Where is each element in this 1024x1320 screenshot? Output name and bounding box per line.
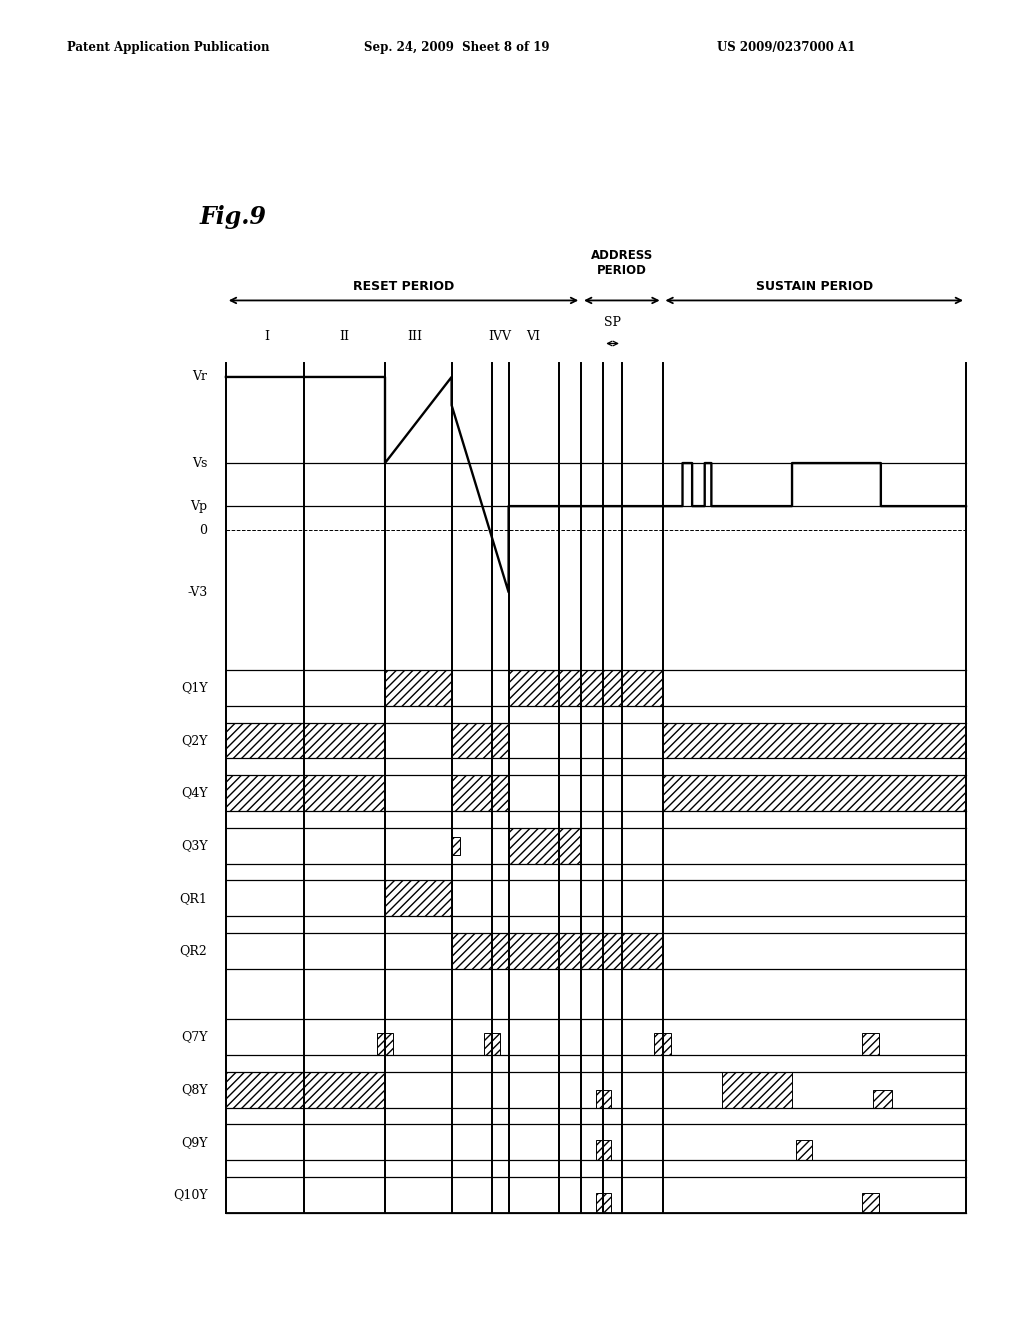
Text: Q7Y: Q7Y [181,1031,208,1044]
Bar [226,1072,385,1107]
Text: SP: SP [604,315,622,329]
Text: II: II [339,330,349,343]
Bar [226,775,385,810]
Text: I: I [264,330,269,343]
Bar [722,1072,792,1107]
Bar [796,1140,812,1160]
Bar [862,1034,879,1055]
Bar [663,775,966,810]
Bar [596,1089,610,1107]
Text: -V3: -V3 [187,586,208,599]
Bar [596,1193,610,1213]
Bar [862,1193,879,1213]
Bar [452,775,509,810]
Text: Q4Y: Q4Y [181,787,208,800]
Bar [226,722,385,759]
Text: Q10Y: Q10Y [173,1188,208,1201]
Text: VI: VI [526,330,540,343]
Text: QR1: QR1 [179,892,208,904]
Text: III: III [408,330,422,343]
Text: RESET PERIOD: RESET PERIOD [353,280,454,293]
Text: ADDRESS
PERIOD: ADDRESS PERIOD [591,248,653,276]
Bar [654,1034,671,1055]
Bar [873,1089,892,1107]
Text: Fig.9: Fig.9 [200,205,266,228]
Bar [509,828,582,863]
Bar [596,1140,610,1160]
Bar [452,722,509,759]
Bar [385,671,452,706]
Text: Patent Application Publication: Patent Application Publication [67,41,269,54]
Text: Q1Y: Q1Y [181,681,208,694]
Text: SUSTAIN PERIOD: SUSTAIN PERIOD [756,280,872,293]
Text: Vr: Vr [193,371,208,384]
Text: Vs: Vs [193,457,208,470]
Bar [663,722,966,759]
Bar [452,933,663,969]
Text: 0: 0 [200,524,208,536]
Text: Q8Y: Q8Y [181,1084,208,1096]
Bar [377,1034,393,1055]
Text: IVV: IVV [488,330,511,343]
Text: Q3Y: Q3Y [181,840,208,853]
Bar [385,880,452,916]
Text: Q2Y: Q2Y [181,734,208,747]
Text: Q9Y: Q9Y [181,1135,208,1148]
Bar [484,1034,501,1055]
Text: Sep. 24, 2009  Sheet 8 of 19: Sep. 24, 2009 Sheet 8 of 19 [364,41,549,54]
Bar [452,837,461,854]
Bar [509,671,663,706]
Text: US 2009/0237000 A1: US 2009/0237000 A1 [717,41,855,54]
Text: Vp: Vp [190,499,208,512]
Text: QR2: QR2 [179,944,208,957]
